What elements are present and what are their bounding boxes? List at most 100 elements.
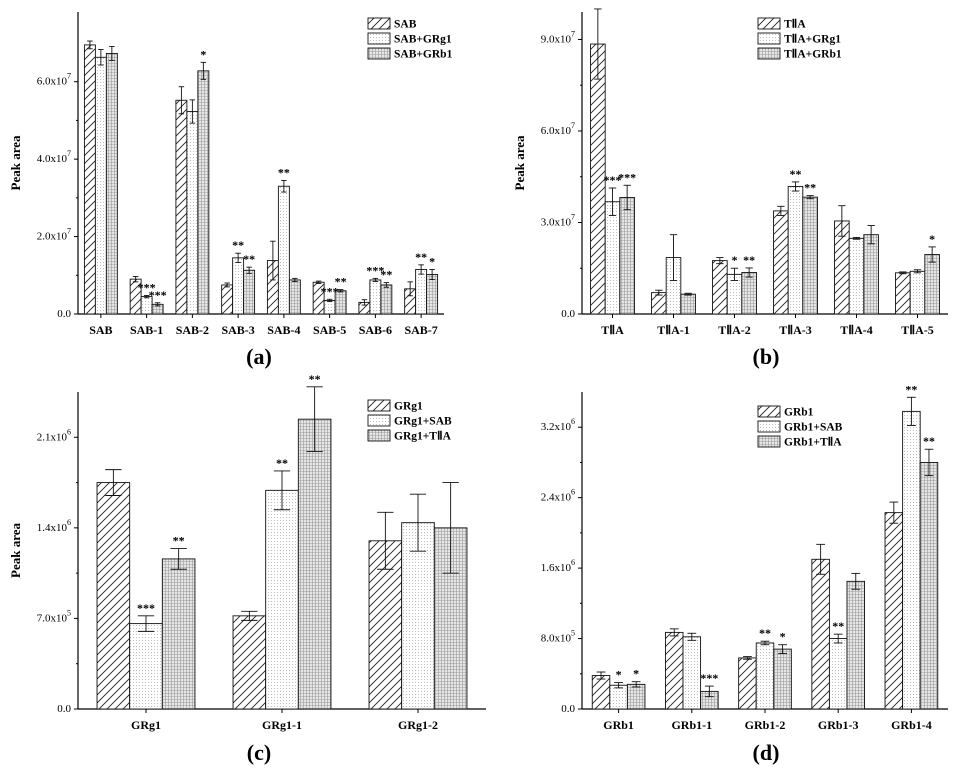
legend-label: SAB+GRb1 <box>394 49 453 61</box>
x-tick-label: SAB-3 <box>221 323 254 337</box>
y-tick-label: 2.4x106 <box>541 487 575 503</box>
bar <box>738 657 757 710</box>
bar <box>243 269 256 315</box>
significance-mark: * <box>616 668 622 682</box>
legend-label: TⅡA <box>784 18 806 31</box>
bar <box>232 615 267 710</box>
bar <box>651 292 667 315</box>
x-tick-label: TⅡA-2 <box>718 323 751 337</box>
significance-mark: ** <box>243 252 255 266</box>
legend-swatch <box>757 435 781 448</box>
bar <box>277 185 290 315</box>
bar <box>401 522 435 710</box>
x-tick-label: GRb1-4 <box>891 718 932 732</box>
significance-mark: ** <box>743 253 755 267</box>
y-tick-label: 0.0 <box>57 703 71 715</box>
y-tick-label: 7.0x105 <box>37 608 71 624</box>
x-tick-label: SAB-4 <box>267 323 300 337</box>
panel-label-a: (a) <box>246 344 272 369</box>
significance-mark: *** <box>604 173 622 187</box>
bar <box>902 410 921 710</box>
x-tick-label: SAB-2 <box>176 323 209 337</box>
significance-mark: * <box>780 630 786 644</box>
y-axis-label: Peak area <box>8 135 23 190</box>
significance-mark: ** <box>804 181 816 195</box>
bar <box>380 284 393 315</box>
y-axis-label: Peak area <box>512 135 527 190</box>
x-tick-label: GRg1 <box>131 718 161 732</box>
bar <box>802 196 818 315</box>
bar <box>619 197 635 315</box>
bar <box>288 279 301 315</box>
significance-mark: ** <box>173 534 185 548</box>
bar <box>175 99 188 315</box>
significance-mark: ** <box>923 434 935 448</box>
bar <box>828 638 848 710</box>
significance-mark: ** <box>415 250 427 264</box>
significance-mark: ** <box>759 626 771 640</box>
bar <box>265 489 299 710</box>
x-tick-label: GRb1-3 <box>818 718 859 732</box>
bar <box>369 279 382 315</box>
bar <box>604 201 621 315</box>
bar <box>591 675 611 710</box>
bar <box>811 558 830 710</box>
x-tick-label: TⅡA <box>601 323 624 337</box>
bar <box>129 623 163 710</box>
x-tick-label: SAB-1 <box>130 323 163 337</box>
bar <box>297 418 332 710</box>
legend-label: GRb1 <box>784 407 814 419</box>
y-tick-label: 3.2x106 <box>541 417 575 433</box>
bar <box>83 44 96 315</box>
significance-mark: * <box>732 253 738 267</box>
significance-mark: ** <box>380 268 392 282</box>
bar <box>197 70 210 315</box>
bar <box>161 558 196 710</box>
y-tick-label: 9.0x107 <box>541 29 575 45</box>
y-axis-label: Peak area <box>8 523 23 578</box>
x-tick-label: GRb1-2 <box>745 718 786 732</box>
y-tick-label: 0.0 <box>561 308 575 320</box>
x-tick-label: SAB <box>89 323 112 337</box>
legend-label: TⅡA+GRg1 <box>784 33 841 46</box>
x-tick-label: GRb1 <box>603 718 634 732</box>
significance-mark: ** <box>276 456 288 470</box>
legend-label: GRb1+SAB <box>784 422 843 434</box>
bar <box>773 648 792 710</box>
significance-mark: ** <box>335 275 347 289</box>
legend-label: GRg1+SAB <box>394 416 452 428</box>
bar <box>105 52 118 315</box>
legend-label: GRb1+TⅡA <box>784 436 842 449</box>
bar <box>682 636 702 710</box>
legend-swatch <box>757 47 781 60</box>
x-tick-label: SAB-7 <box>404 323 437 337</box>
panel-label-b: (b) <box>752 344 780 369</box>
chart-panel-b: 0.0 3.0x107 6.0x107 9.0x107 Peak area TⅡA TⅡA-… <box>512 8 948 337</box>
bar <box>773 210 789 315</box>
significance-mark: ** <box>790 167 802 181</box>
legend-swatch <box>757 17 781 30</box>
bar <box>323 299 336 315</box>
x-tick-label: GRb1-1 <box>671 718 712 732</box>
bar <box>96 482 131 710</box>
y-tick-label: 1.6x106 <box>541 558 575 574</box>
significance-mark: * <box>429 254 435 268</box>
x-tick-label: GRg1-2 <box>398 718 438 732</box>
chart-panel-a: 0.0 2.0x107 4.0x107 6.0x107 Peak area SAB SAB-… <box>8 12 453 337</box>
significance-mark: * <box>633 667 639 681</box>
x-tick-label: TⅡA-4 <box>840 323 873 337</box>
legend-label: SAB <box>394 19 417 31</box>
bar <box>186 111 199 315</box>
legend-swatch <box>367 47 391 60</box>
significance-mark: *** <box>700 671 718 685</box>
bar <box>609 684 628 710</box>
significance-mark: *** <box>137 601 155 615</box>
significance-mark: *** <box>366 263 384 277</box>
significance-mark: *** <box>321 284 339 298</box>
bar <box>94 56 107 315</box>
bar <box>232 257 245 315</box>
x-tick-label: TⅡA-3 <box>779 323 812 337</box>
legend-label: TⅡA+GRb1 <box>784 48 842 61</box>
bar <box>848 237 865 315</box>
